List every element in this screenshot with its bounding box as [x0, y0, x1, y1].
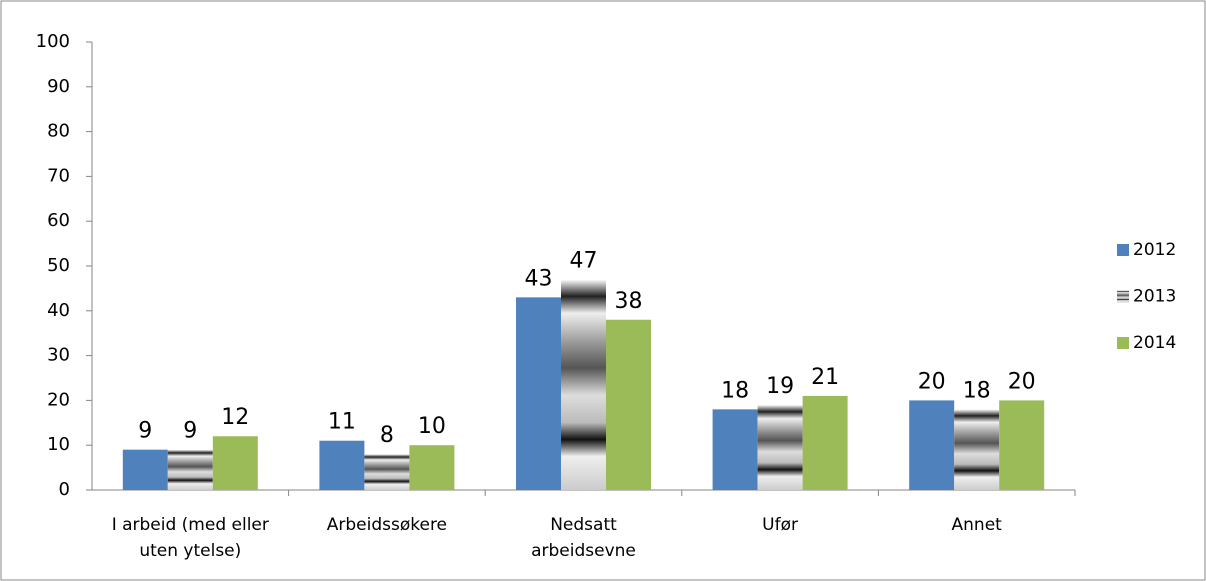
y-tick-label: 0 — [59, 479, 70, 500]
y-tick-label: 80 — [47, 121, 70, 142]
data-label: 11 — [328, 410, 356, 435]
bar — [757, 404, 803, 490]
legend-swatch — [1117, 244, 1129, 256]
x-tick-label: I arbeid (med eller uten ytelse) — [111, 515, 269, 561]
x-tick-label: Nedsatt arbeidsevne — [531, 515, 636, 561]
bar — [909, 400, 955, 490]
bar — [319, 440, 365, 490]
legend-swatch — [1117, 290, 1129, 303]
bar — [606, 319, 651, 490]
bar — [802, 395, 848, 490]
data-label: 12 — [221, 405, 249, 430]
x-tick-label: Annet — [951, 515, 1002, 535]
bar — [516, 297, 561, 490]
legend-label: 2014 — [1133, 333, 1176, 353]
y-tick-label: 40 — [47, 300, 70, 321]
x-tick-label: Arbeidssøkere — [326, 515, 448, 535]
data-label: 47 — [570, 248, 598, 273]
bar — [167, 449, 213, 490]
bar — [364, 454, 410, 490]
bar — [212, 436, 258, 490]
x-tick-label: Ufør — [762, 515, 798, 535]
bar — [409, 445, 455, 490]
data-label: 9 — [138, 419, 152, 444]
data-label: 21 — [811, 365, 839, 390]
data-label: 20 — [918, 369, 946, 394]
bar — [122, 449, 168, 490]
legend-label: 2013 — [1133, 287, 1176, 307]
y-tick-label: 50 — [47, 255, 70, 276]
data-label: 18 — [963, 378, 991, 403]
y-tick-label: 30 — [47, 345, 70, 366]
data-label: 10 — [418, 414, 446, 439]
data-label: 9 — [183, 419, 197, 444]
bar — [712, 409, 758, 490]
y-tick-label: 70 — [47, 165, 70, 186]
y-tick-label: 100 — [36, 31, 70, 52]
bar — [561, 279, 606, 490]
data-label: 18 — [721, 378, 749, 403]
bar — [999, 400, 1045, 490]
data-label: 8 — [380, 423, 394, 448]
data-label: 19 — [766, 374, 794, 399]
y-tick-label: 20 — [47, 389, 70, 410]
bar — [954, 409, 1000, 490]
y-tick-label: 10 — [47, 434, 70, 455]
data-label: 38 — [615, 289, 643, 314]
legend-swatch — [1117, 337, 1129, 349]
y-tick-label: 60 — [47, 210, 70, 231]
legend-label: 2012 — [1133, 240, 1176, 260]
data-label: 20 — [1008, 369, 1036, 394]
data-label: 43 — [525, 266, 553, 291]
y-tick-label: 90 — [47, 76, 70, 97]
